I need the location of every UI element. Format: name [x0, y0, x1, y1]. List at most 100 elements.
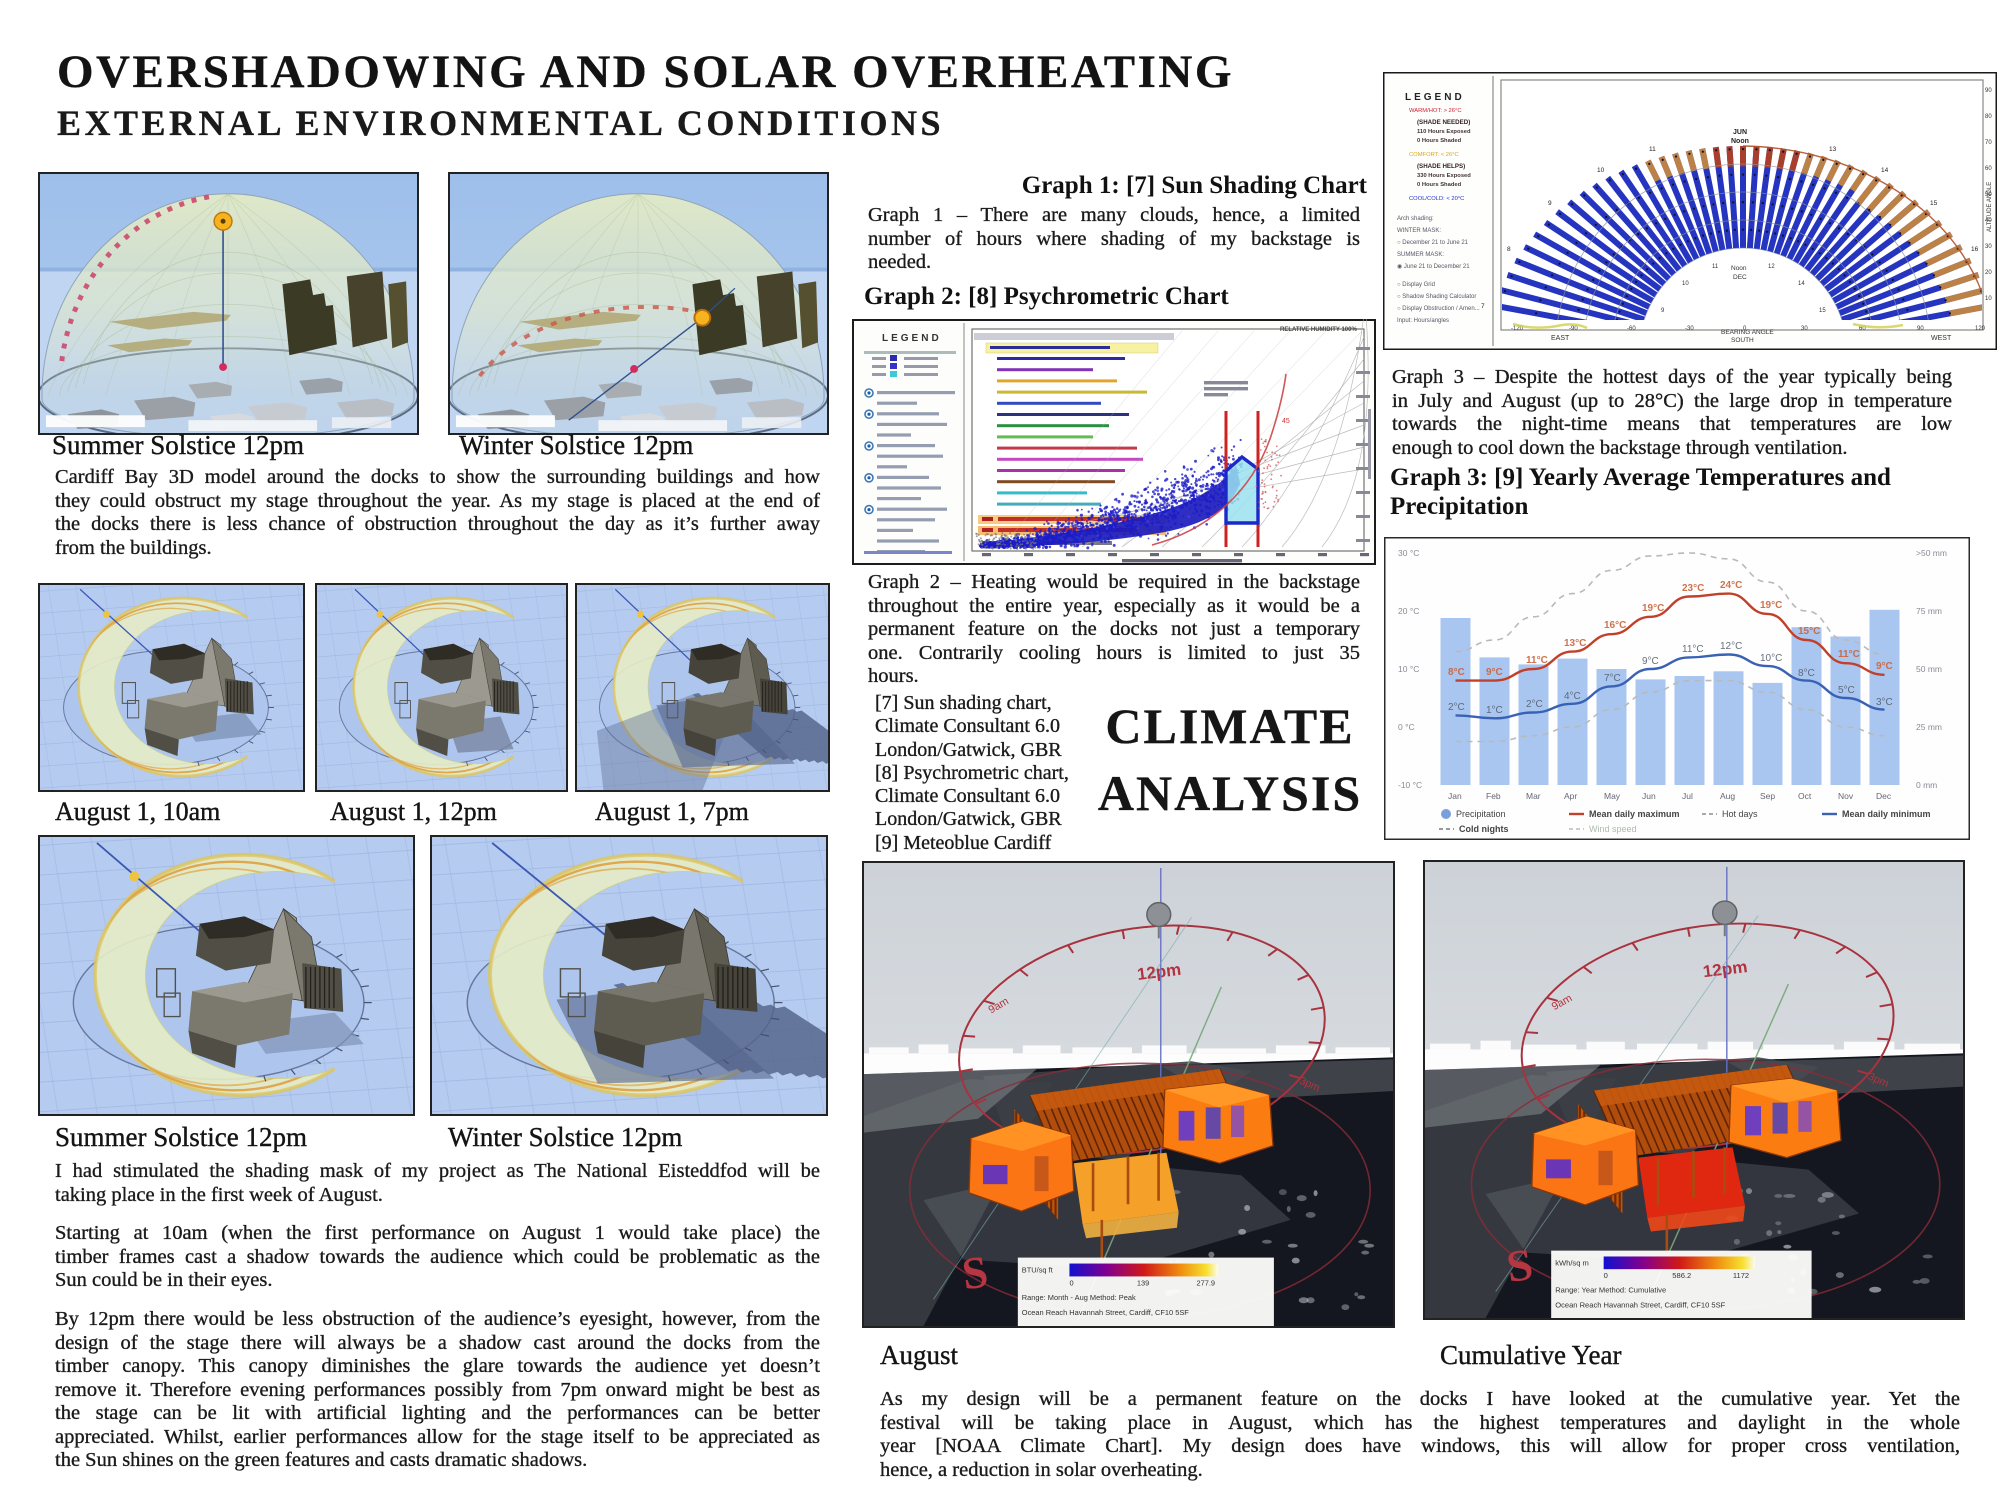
svg-text:330 Hours Exposed: 330 Hours Exposed	[1417, 173, 1471, 179]
svg-text:9: 9	[1661, 308, 1665, 314]
svg-text:0 mm: 0 mm	[1916, 780, 1937, 790]
svg-text:60: 60	[1985, 166, 1992, 172]
svg-text:0: 0	[1604, 1271, 1608, 1280]
svg-text:DEC: DEC	[1733, 274, 1747, 281]
svg-text:0 Hours Shaded: 0 Hours Shaded	[1417, 182, 1462, 188]
svg-text:30: 30	[1801, 326, 1808, 332]
svg-text:Range: Year Met: Range: Year Method: Cumulative	[1555, 1286, 1666, 1295]
svg-text:11°C: 11°C	[1682, 644, 1704, 655]
svg-text:8°C: 8°C	[1448, 667, 1465, 678]
svg-text:1°C: 1°C	[1486, 705, 1503, 716]
svg-text:8: 8	[1507, 246, 1511, 253]
svg-text:30 °C: 30 °C	[1398, 548, 1419, 558]
svg-text:50: 50	[1985, 192, 1992, 198]
svg-text:45: 45	[1282, 418, 1290, 425]
svg-text:JUN: JUN	[1733, 129, 1747, 136]
svg-text:(SHADE NEEDED): (SHADE NEEDED)	[1417, 119, 1470, 126]
svg-text:COMFORT: < 26°C: COMFORT: < 26°C	[1409, 152, 1459, 158]
svg-text:Ocean Reach Havannah Street, C: Ocean Reach Havannah Street, Cardiff, CF…	[1555, 1300, 1726, 1309]
svg-text:>50 mm: >50 mm	[1916, 548, 1947, 558]
svg-text:LEGEND: LEGEND	[882, 333, 942, 344]
svg-text:Nov: Nov	[1838, 791, 1854, 801]
svg-text:ALTITUDE ANGLE: ALTITUDE ANGLE	[1987, 182, 1993, 232]
svg-text:9°C: 9°C	[1876, 661, 1893, 672]
svg-text:EAST: EAST	[1551, 335, 1570, 342]
svg-text:(SHADE HELPS): (SHADE HELPS)	[1417, 163, 1465, 170]
svg-text:90: 90	[1917, 326, 1924, 332]
svg-text:12°C: 12°C	[1720, 641, 1742, 652]
svg-text:11: 11	[1712, 264, 1719, 270]
svg-text:120: 120	[1975, 326, 1986, 332]
svg-text:SOUTH: SOUTH	[1731, 337, 1754, 344]
svg-text:Aug: Aug	[1720, 791, 1735, 801]
svg-text:15°C: 15°C	[1798, 626, 1820, 637]
svg-text:Dec: Dec	[1876, 791, 1892, 801]
svg-text:15: 15	[1930, 200, 1938, 207]
svg-text:Jan: Jan	[1448, 791, 1462, 801]
svg-text:BEARING ANGLE: BEARING ANGLE	[1721, 329, 1774, 336]
svg-text:0 °C: 0 °C	[1398, 722, 1415, 732]
svg-text:11°C: 11°C	[1526, 655, 1548, 666]
svg-text:-120: -120	[1511, 326, 1524, 332]
svg-text:Feb: Feb	[1486, 791, 1501, 801]
svg-text:WEST: WEST	[1931, 335, 1952, 342]
svg-text:14: 14	[1798, 281, 1805, 287]
svg-text:-90: -90	[1569, 326, 1578, 332]
svg-text:7: 7	[1481, 303, 1485, 310]
svg-text:Apr: Apr	[1564, 791, 1577, 801]
svg-text:139: 139	[1137, 1278, 1149, 1287]
svg-text:14: 14	[1881, 167, 1889, 174]
svg-text:9°C: 9°C	[1486, 667, 1503, 678]
svg-text:12pm: 12pm	[1702, 957, 1749, 981]
svg-text:4°C: 4°C	[1564, 691, 1581, 702]
svg-text:16°C: 16°C	[1604, 620, 1626, 631]
svg-text:3°C: 3°C	[1876, 697, 1893, 708]
svg-text:40: 40	[1985, 218, 1992, 224]
svg-text:Precipitation: Precipitation	[1456, 809, 1506, 819]
svg-text:50 mm: 50 mm	[1916, 664, 1942, 674]
svg-text:Arch shading:: Arch shading:	[1397, 216, 1434, 222]
svg-text:11°C: 11°C	[1838, 649, 1860, 660]
svg-text:-30: -30	[1685, 326, 1694, 332]
svg-text:○ Shadow Shading Calculator: ○ Shadow Shading Calculator	[1397, 294, 1476, 300]
svg-text:277.9: 277.9	[1196, 1278, 1215, 1287]
svg-text:19°C: 19°C	[1642, 603, 1664, 614]
svg-text:SUMMER MASK:: SUMMER MASK:	[1397, 252, 1444, 258]
svg-text:Sep: Sep	[1760, 791, 1775, 801]
svg-text:15: 15	[1819, 308, 1826, 314]
svg-text:10: 10	[1597, 167, 1605, 174]
svg-text:COOL/COLD: < 20°C: COOL/COLD: < 20°C	[1409, 196, 1464, 202]
svg-text:8°C: 8°C	[1798, 668, 1815, 679]
svg-text:16: 16	[1971, 246, 1979, 253]
svg-text:○ Display Grid: ○ Display Grid	[1397, 282, 1435, 288]
svg-text:7°C: 7°C	[1604, 673, 1621, 684]
svg-text:12: 12	[1768, 264, 1775, 270]
svg-text:-10 °C: -10 °C	[1398, 780, 1422, 790]
svg-text:◉ June 21 to December 21: ◉ June 21 to December 21	[1397, 264, 1470, 270]
svg-text:0 Hours Shaded: 0 Hours Shaded	[1417, 138, 1462, 144]
svg-text:13: 13	[1829, 146, 1837, 153]
svg-text:1172: 1172	[1733, 1271, 1749, 1280]
svg-text:0: 0	[1743, 326, 1747, 332]
svg-text:○ Display Obstruction / Amen..: ○ Display Obstruction / Amen...	[1397, 306, 1480, 312]
svg-text:-60: -60	[1627, 326, 1636, 332]
svg-text:25 mm: 25 mm	[1916, 722, 1942, 732]
svg-text:10: 10	[1985, 296, 1992, 302]
svg-text:9°C: 9°C	[1642, 656, 1659, 667]
svg-text:80: 80	[1985, 114, 1992, 120]
svg-text:23°C: 23°C	[1682, 583, 1704, 594]
svg-text:May: May	[1604, 791, 1621, 801]
svg-text:Ocean Reach Havannah Street, C: Ocean Reach Havannah Street, Cardiff, CF…	[1022, 1308, 1189, 1317]
svg-text:10: 10	[1682, 281, 1689, 287]
svg-text:BTU/sq ft: BTU/sq ft	[1022, 1265, 1053, 1274]
svg-text:kWh/sq m: kWh/sq m	[1555, 1258, 1589, 1267]
svg-text:90: 90	[1985, 88, 1992, 94]
svg-text:WINTER MASK:: WINTER MASK:	[1397, 228, 1441, 234]
svg-text:24°C: 24°C	[1720, 580, 1742, 591]
svg-text:75 mm: 75 mm	[1916, 606, 1942, 616]
svg-text:70: 70	[1985, 140, 1992, 146]
svg-text:11: 11	[1649, 146, 1656, 153]
svg-text:Range: Month - Aug Me: Range: Month - Aug Method: Peak	[1022, 1293, 1136, 1302]
svg-text:10°C: 10°C	[1760, 653, 1782, 664]
svg-text:Jun: Jun	[1642, 791, 1656, 801]
